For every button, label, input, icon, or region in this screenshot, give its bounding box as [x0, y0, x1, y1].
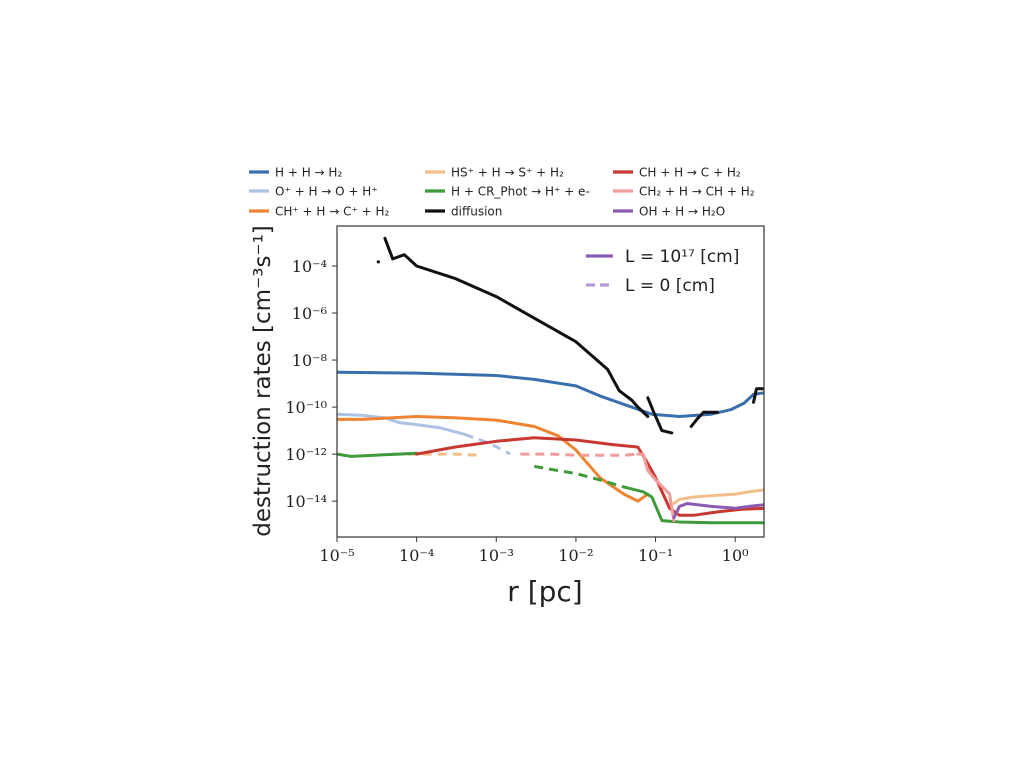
x-tick-label-5: 10⁰	[722, 546, 749, 565]
inner-legend-label-1: L = 0 [cm]	[625, 276, 715, 296]
y-tick-label-5: 10⁻⁴	[292, 257, 327, 276]
series-line-ch-h-ch-h-0	[520, 452, 639, 457]
y-tick-label-2: 10⁻¹⁰	[285, 398, 327, 417]
plot-frame	[336, 225, 765, 538]
legend-label-diffusion: diffusion	[451, 205, 502, 219]
series-diffusion	[383, 236, 764, 435]
series-line-h-cr-phot-h-e-2	[622, 485, 764, 525]
annotation-point-0	[376, 260, 380, 264]
legend-label-ch-h-c-h: CH + H → C + H₂	[639, 166, 741, 180]
series-ch-h-c-h	[337, 415, 650, 503]
inner-legend-label-0: L = 10¹⁷ [cm]	[625, 247, 739, 267]
series-line-o-h-o-h-0	[337, 412, 467, 436]
x-tick-label-0: 10⁻⁵	[319, 546, 354, 565]
x-tick-label-4: 10⁻¹	[638, 546, 673, 565]
y-tick-label-0: 10⁻¹⁴	[285, 492, 327, 511]
y-axis-label: destruction rates [cm⁻³s⁻¹]	[250, 225, 276, 537]
series-line-o-h-o-h-1	[464, 432, 511, 456]
legend-label-hs-h-s-h: HS⁺ + H → S⁺ + H₂	[451, 166, 564, 180]
inner-legend: L = 10¹⁷ [cm] L = 0 [cm]	[586, 247, 739, 296]
series-ch-h-ch-h	[520, 452, 676, 523]
x-tick-label-3: 10⁻²	[558, 546, 593, 565]
legend-label-h-h-h: H + H → H₂	[275, 166, 342, 180]
y-tick-label-3: 10⁻⁸	[292, 351, 327, 370]
legend: H + H → H₂ O⁺ + H → O + H⁺ CH⁺ + H → C⁺ + …	[249, 166, 755, 219]
x-tick-label-1: 10⁻⁴	[399, 546, 434, 565]
plot-points	[376, 260, 380, 264]
legend-label-o-h-o-h: O⁺ + H → O + H⁺	[275, 185, 378, 199]
series-line-diffusion-0	[383, 236, 650, 418]
legend-label-h-cr-phot-h-e: H + CR_Phot → H⁺ + e-	[451, 185, 590, 199]
series-line-ch-h-c-h-0	[337, 415, 650, 503]
plot-series	[337, 236, 764, 525]
series-line-oh-h-h-o-0	[672, 502, 764, 520]
y-tick-label-1: 10⁻¹²	[285, 445, 327, 464]
series-oh-h-h-o	[672, 502, 764, 520]
series-h-h-h	[337, 370, 764, 418]
series-line-ch-h-ch-h-1	[636, 452, 676, 523]
series-line-diffusion-3	[752, 387, 764, 404]
series-line-diffusion-2	[689, 410, 719, 428]
series-line-ch-h-c-h-0	[415, 436, 764, 517]
y-tick-label-4: 10⁻⁶	[292, 304, 327, 323]
series-line-h-cr-phot-h-e-1	[534, 464, 625, 489]
series-ch-h-c-h	[415, 436, 764, 517]
series-hs-h-s-h	[392, 452, 764, 505]
axis-ticks: 10⁻⁵ 10⁻⁴ 10⁻³ 10⁻² 10⁻¹ 10⁰ 10⁻¹⁴ 10⁻¹² 10⁻¹⁰ 10…	[285, 257, 748, 565]
series-line-h-h-h-0	[337, 370, 764, 418]
x-tick-label-2: 10⁻³	[479, 546, 514, 565]
x-axis-label: r [pc]	[507, 575, 582, 608]
legend-label-oh-h-h-o: OH + H → H₂O	[639, 205, 725, 219]
series-o-h-o-h	[337, 412, 511, 456]
series-line-h-cr-phot-h-e-0	[337, 451, 419, 458]
series-line-hs-h-s-h-0	[672, 488, 764, 505]
legend-label-ch-h-ch-h: CH₂ + H → CH + H₂	[639, 185, 755, 199]
series-line-diffusion-1	[646, 396, 674, 435]
legend-label-ch-h-c-h: CH⁺ + H → C⁺ + H₂	[275, 205, 390, 219]
series-h-cr-phot-h-e	[337, 451, 764, 525]
